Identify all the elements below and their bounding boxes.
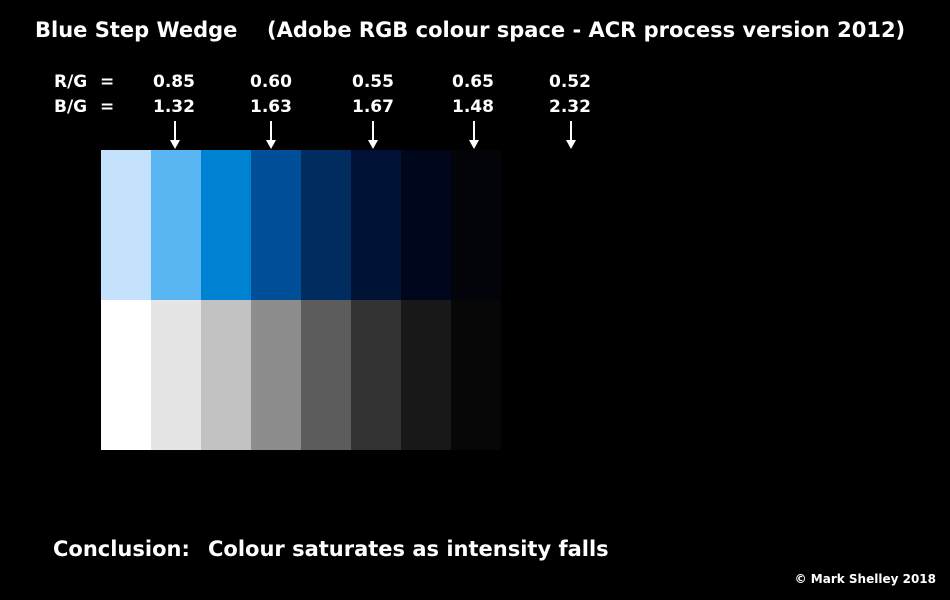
rg-ratio-value: 0.85	[153, 72, 195, 92]
blue-swatch	[401, 150, 451, 300]
down-arrow-icon	[368, 121, 378, 149]
down-arrow-icon	[469, 121, 479, 149]
bg-ratio-value: 1.32	[153, 97, 195, 117]
blue-swatch	[301, 150, 351, 300]
rg-equals-sign: =	[100, 72, 115, 92]
conclusion-label: Conclusion:	[53, 537, 190, 561]
grey-swatch	[301, 300, 351, 450]
blue-swatch	[201, 150, 251, 300]
rg-ratio-value: 0.60	[250, 72, 292, 92]
grey-swatch	[151, 300, 201, 450]
grey-swatch	[351, 300, 401, 450]
page-title: Blue Step Wedge	[35, 18, 238, 42]
rg-ratio-label: R/G	[54, 72, 88, 92]
rg-ratio-value: 0.55	[352, 72, 394, 92]
grey-swatch	[101, 300, 151, 450]
down-arrow-icon	[566, 121, 576, 149]
step-wedge	[101, 150, 501, 450]
bg-ratio-row: B/G = 1.32 1.63 1.67 1.48 2.32	[0, 97, 950, 119]
grey-swatch	[251, 300, 301, 450]
conclusion-text: Colour saturates as intensity falls	[208, 537, 609, 561]
blue-swatch	[251, 150, 301, 300]
rg-ratio-value: 0.52	[549, 72, 591, 92]
page-subtitle: (Adobe RGB colour space - ACR process ve…	[267, 18, 906, 42]
down-arrow-icon	[266, 121, 276, 149]
copyright-notice: © Mark Shelley 2018	[794, 572, 936, 586]
bg-ratio-value: 1.48	[452, 97, 494, 117]
blue-swatch	[451, 150, 501, 300]
grey-swatch	[401, 300, 451, 450]
blue-swatch	[351, 150, 401, 300]
bg-ratio-value: 1.67	[352, 97, 394, 117]
blue-swatch	[151, 150, 201, 300]
bg-ratio-value: 2.32	[549, 97, 591, 117]
grey-swatch	[451, 300, 501, 450]
bg-ratio-label: B/G	[54, 97, 88, 117]
down-arrow-icon	[170, 121, 180, 149]
rg-ratio-row: R/G = 0.85 0.60 0.55 0.65 0.52	[0, 72, 950, 94]
bg-equals-sign: =	[100, 97, 115, 117]
bg-ratio-value: 1.63	[250, 97, 292, 117]
grey-swatch	[201, 300, 251, 450]
rg-ratio-value: 0.65	[452, 72, 494, 92]
blue-swatch	[101, 150, 151, 300]
